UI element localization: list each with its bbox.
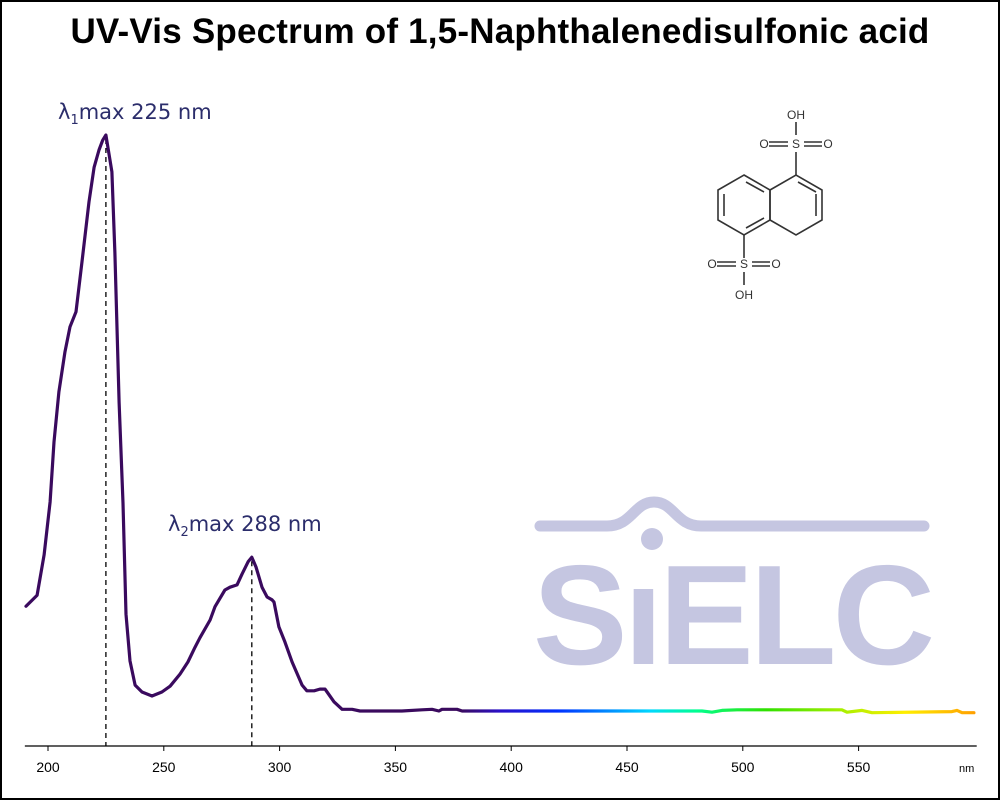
lambda-subscript: 2 [180,525,189,541]
x-tick-label: 350 [384,759,408,775]
molecule-structure-diagram: OH S O O S O O OH [707,108,832,302]
peak-label-1: λ1max 225 nm [58,100,212,128]
x-axis: 200 250 300 350 400 450 500 550 [24,745,977,775]
o-bottom-left-label: O [707,257,716,271]
oh-top-label: OH [787,108,805,122]
x-tick-label: 300 [268,759,292,775]
oh-bottom-label: OH [735,288,753,302]
s-bottom-label: S [740,257,748,271]
x-tick-label: 200 [36,759,60,775]
spectrum-line [24,133,976,715]
o-bottom-right-label: O [771,257,780,271]
peak-label-text: max 225 nm [78,100,212,124]
peak-label-2: λ2max 288 nm [168,512,322,540]
series-group [24,133,976,715]
x-tick-label: 500 [731,759,755,775]
lambda-symbol: λ [168,512,181,536]
x-tick-label: 400 [500,759,524,775]
o-top-right-label: O [823,137,832,151]
o-top-left-label: O [759,137,768,151]
x-tick-label: 250 [152,759,176,775]
peak-markers [105,139,253,746]
sielc-watermark-logo: SıELC [533,496,936,695]
lambda-subscript: 1 [70,113,79,129]
x-axis-unit-label: nm [959,763,974,775]
lambda-symbol: λ [58,100,71,124]
peak-label-text: max 288 nm [188,512,322,536]
svg-text:SıELC: SıELC [533,536,932,695]
x-tick-label: 550 [847,759,871,775]
chart-title: UV-Vis Spectrum of 1,5-Naphthalenedisulf… [70,12,930,51]
x-tick-label: 450 [615,759,639,775]
s-top-label: S [792,137,800,151]
